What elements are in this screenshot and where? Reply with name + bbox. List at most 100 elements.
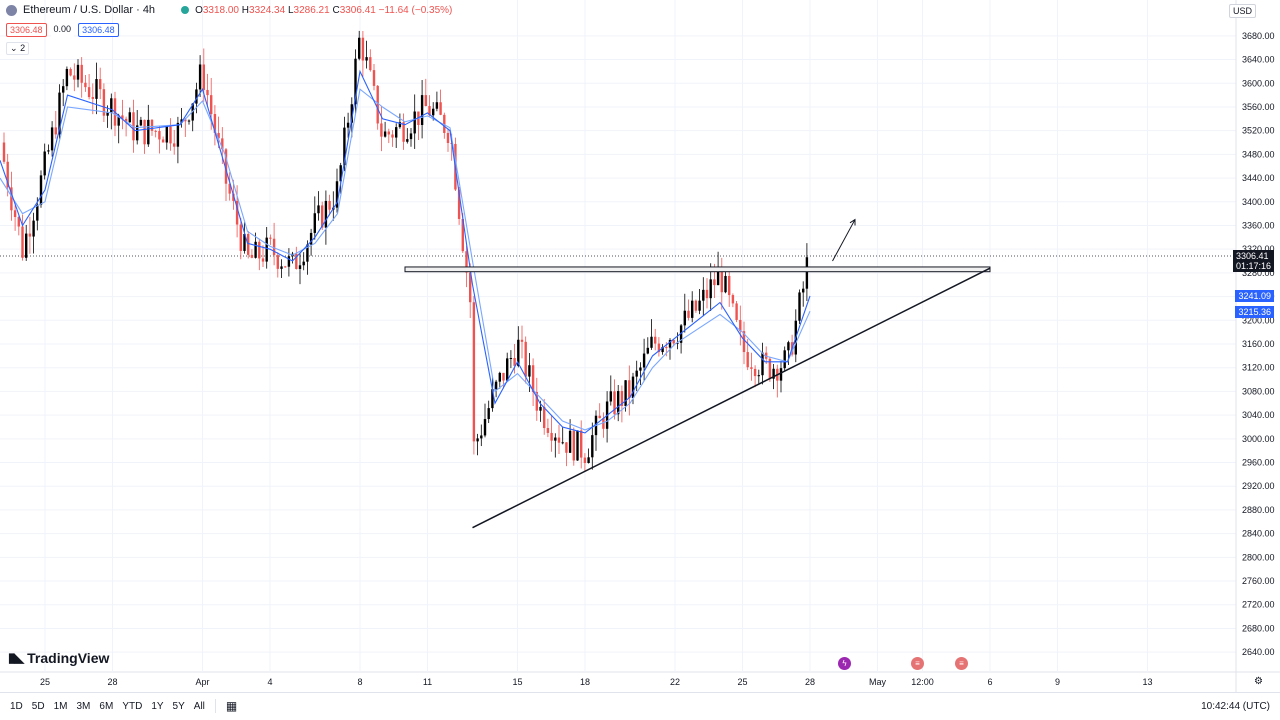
y-tick-label: 2640.00 <box>1242 647 1275 657</box>
y-tick-label: 3160.00 <box>1242 339 1275 349</box>
timeframe-button[interactable]: 1D <box>10 700 23 712</box>
event-us-flag-icon[interactable]: ≡ <box>955 657 968 670</box>
candle-body <box>339 165 342 182</box>
candle-body <box>739 319 742 332</box>
candle-body <box>143 119 146 145</box>
candle-body <box>642 353 646 368</box>
candle-body <box>724 275 727 293</box>
candle-body <box>176 122 180 147</box>
candle-body <box>117 115 120 126</box>
candle-body <box>224 149 228 184</box>
last-price-tag: 3306.41 01:17:16 <box>1232 250 1274 272</box>
candle-body <box>198 64 202 90</box>
x-tick-label: 22 <box>670 677 680 687</box>
candle-body <box>235 200 239 225</box>
y-tick-label: 2920.00 <box>1242 481 1275 491</box>
candle-body <box>261 258 265 262</box>
candle-body <box>550 432 553 441</box>
candle-body <box>539 406 542 411</box>
candle-body <box>428 106 431 116</box>
candle-body <box>583 457 587 464</box>
timeframe-button[interactable]: 1Y <box>151 700 164 712</box>
candle-body <box>102 89 106 116</box>
event-lightning-icon[interactable]: ϟ <box>838 657 851 670</box>
candle-body <box>620 391 624 406</box>
candle-body <box>746 352 749 368</box>
timeframe-button[interactable]: 1M <box>53 700 68 712</box>
candle-body <box>95 79 98 99</box>
timeframe-button[interactable]: 6M <box>99 700 114 712</box>
candle-body <box>561 442 564 444</box>
price-chart[interactable]: 3680.00 3640.00 3600.00 3560.00 3520.00 3480.… <box>0 0 1280 692</box>
divider <box>214 699 216 713</box>
candle-body <box>17 217 20 227</box>
candle-body <box>21 226 24 258</box>
chevron-down-icon: ⌄ <box>10 43 18 53</box>
y-tick-label: 3600.00 <box>1242 78 1275 88</box>
candle-body <box>761 352 764 376</box>
candle-body <box>361 37 365 61</box>
candle-body <box>720 269 723 293</box>
candle-body <box>698 300 701 311</box>
candle-body <box>343 127 346 166</box>
timeframe-button[interactable]: 5D <box>31 700 45 712</box>
currency-selector[interactable]: USD <box>1228 4 1256 18</box>
candle-body <box>232 193 235 201</box>
candle-body <box>598 415 601 419</box>
support-trendline <box>472 267 991 529</box>
candle-body <box>317 205 320 214</box>
buy-button[interactable]: 3306.48 <box>78 23 119 37</box>
candle-body <box>202 64 205 90</box>
x-tick-label: May <box>869 677 887 687</box>
timeframe-button[interactable]: YTD <box>122 700 143 712</box>
ma-slow-line <box>0 88 811 431</box>
candle-body <box>768 358 772 379</box>
sell-button[interactable]: 3306.48 <box>6 23 47 37</box>
x-tick-label: 9 <box>1055 677 1060 687</box>
candle-body <box>91 97 94 99</box>
ohlc-values: O3318.00 H3324.34 L3286.21 C3306.41 −11.… <box>195 4 453 16</box>
y-tick-label: 3400.00 <box>1242 197 1275 207</box>
candle-body <box>779 368 783 381</box>
candle-body <box>631 376 635 399</box>
y-tick-label: 3080.00 <box>1242 386 1275 396</box>
candle-body <box>487 408 490 420</box>
candle-body <box>646 347 649 354</box>
candle-body <box>180 119 183 123</box>
timeframe-button[interactable]: 5Y <box>172 700 185 712</box>
candle-body <box>483 419 487 436</box>
candle-body <box>213 114 217 133</box>
candle-body <box>502 372 505 381</box>
utc-clock[interactable]: 10:42:44 (UTC) <box>1201 700 1270 712</box>
candle-body <box>628 380 631 399</box>
timeframe-button[interactable]: 3M <box>76 700 91 712</box>
candle-body <box>709 279 712 299</box>
candle-body <box>313 213 316 233</box>
candle-body <box>702 289 705 301</box>
candle-body <box>420 95 424 126</box>
candle-body <box>772 368 775 379</box>
candle-body <box>491 389 494 409</box>
candle-body <box>735 303 738 320</box>
calendar-icon[interactable]: ▦ <box>225 699 238 713</box>
y-tick-label: 3680.00 <box>1242 31 1275 41</box>
candle-body <box>398 122 402 128</box>
symbol-title[interactable]: Ethereum / U.S. Dollar · 4h <box>23 4 156 16</box>
event-us-flag-icon[interactable]: ≡ <box>911 657 924 670</box>
candle-body <box>602 418 605 429</box>
candle-body <box>802 288 805 293</box>
candle-body <box>557 437 561 443</box>
candle-body <box>572 430 575 461</box>
indicators-toggle[interactable]: ⌄ 2 <box>6 42 30 55</box>
candle-body <box>661 347 664 353</box>
candle-body <box>713 279 716 286</box>
y-tick-label: 3560.00 <box>1242 102 1275 112</box>
candle-body <box>380 123 383 137</box>
x-tick-label: 15 <box>512 677 522 687</box>
x-tick-label: Apr <box>195 677 209 687</box>
timeframe-button[interactable]: All <box>193 700 205 712</box>
settings-icon[interactable]: ⚙ <box>1254 676 1263 687</box>
x-tick-label: 12:00 <box>911 677 934 687</box>
candle-body <box>295 253 298 269</box>
x-tick-label: 25 <box>737 677 747 687</box>
